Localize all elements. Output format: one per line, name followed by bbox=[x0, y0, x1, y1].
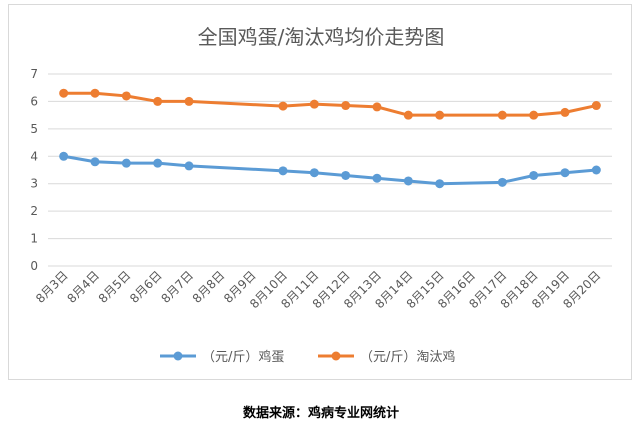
data-point bbox=[341, 101, 351, 111]
data-point bbox=[309, 99, 319, 109]
y-tick-label: 5 bbox=[30, 122, 38, 136]
legend-point-marker bbox=[331, 351, 341, 361]
data-point bbox=[372, 173, 382, 183]
x-tick-label: 8月7日 bbox=[158, 268, 196, 306]
legend-label: （元/斤）淘汰鸡 bbox=[360, 349, 455, 365]
data-point bbox=[90, 157, 100, 167]
legend-item: （元/斤）鸡蛋 bbox=[160, 349, 284, 365]
data-point bbox=[278, 166, 288, 176]
data-point bbox=[435, 110, 445, 120]
data-point bbox=[309, 168, 319, 178]
data-point bbox=[153, 158, 163, 168]
y-tick-label: 7 bbox=[30, 67, 38, 81]
series-lines bbox=[59, 88, 601, 189]
data-point bbox=[560, 107, 570, 117]
x-tick-label: 8月5日 bbox=[96, 268, 134, 306]
data-point bbox=[591, 101, 601, 111]
data-point bbox=[278, 101, 288, 111]
y-tick-label: 6 bbox=[30, 94, 38, 108]
series-1 bbox=[59, 88, 601, 120]
data-point bbox=[529, 170, 539, 180]
data-point bbox=[403, 176, 413, 186]
data-point bbox=[153, 96, 163, 106]
data-point bbox=[59, 88, 69, 98]
series-line bbox=[63, 154, 597, 186]
data-point bbox=[403, 110, 413, 120]
data-point bbox=[529, 110, 539, 120]
x-tick-label: 8月8日 bbox=[190, 268, 228, 306]
legend-point-marker bbox=[173, 351, 183, 361]
data-point bbox=[90, 88, 100, 98]
data-point bbox=[560, 168, 570, 178]
legend-label: （元/斤）鸡蛋 bbox=[202, 349, 284, 365]
data-point bbox=[121, 91, 131, 101]
y-tick-label: 3 bbox=[30, 177, 38, 191]
chart-title: 全国鸡蛋/淘汰鸡均价走势图 bbox=[198, 25, 445, 49]
data-point bbox=[341, 170, 351, 180]
y-tick-label: 2 bbox=[30, 204, 38, 218]
series-0 bbox=[59, 151, 601, 189]
series-line bbox=[63, 91, 597, 117]
data-point bbox=[372, 102, 382, 112]
source-note: 数据来源：鸡病专业网统计 bbox=[242, 406, 399, 421]
y-tick-label: 1 bbox=[30, 232, 38, 246]
gridlines bbox=[48, 73, 612, 267]
legend: （元/斤）鸡蛋 （元/斤）淘汰鸡 bbox=[160, 349, 455, 365]
data-point bbox=[591, 165, 601, 175]
x-tick-label: 8月4日 bbox=[64, 268, 102, 306]
x-tick-label: 8月3日 bbox=[33, 268, 71, 306]
chart-frame bbox=[8, 4, 632, 380]
data-point bbox=[121, 158, 131, 168]
x-tick-label: 8月6日 bbox=[127, 268, 165, 306]
data-point bbox=[435, 179, 445, 189]
x-axis-ticks: 8月3日8月4日8月5日8月6日8月7日8月8日8月9日8月10日8月11日8月… bbox=[33, 268, 603, 311]
data-point bbox=[59, 151, 69, 161]
legend-item: （元/斤）淘汰鸡 bbox=[318, 349, 455, 365]
y-tick-label: 0 bbox=[30, 259, 38, 273]
data-point bbox=[497, 110, 507, 120]
data-point bbox=[184, 161, 194, 171]
data-point bbox=[497, 177, 507, 187]
data-point bbox=[184, 96, 194, 106]
y-tick-label: 4 bbox=[30, 149, 38, 163]
y-axis-ticks: 0 1 2 3 4 5 6 7 bbox=[30, 67, 38, 273]
